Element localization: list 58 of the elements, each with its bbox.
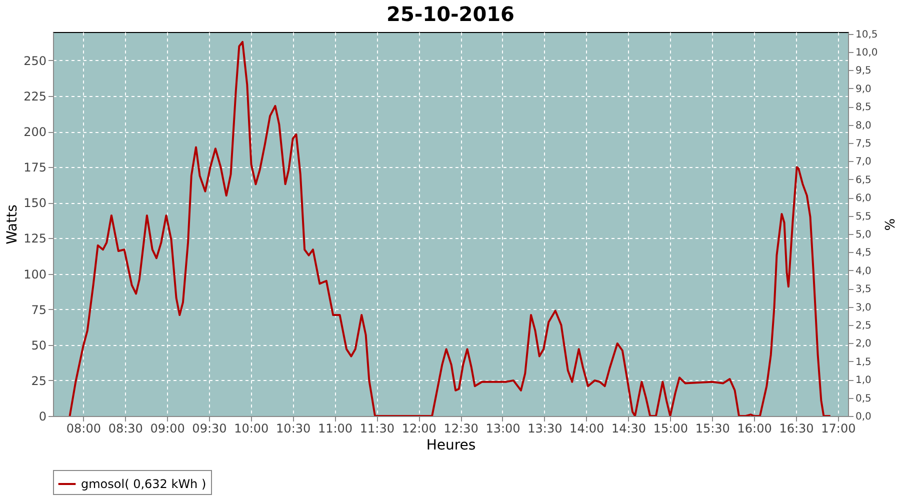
x-tick-label: 10:30	[276, 422, 311, 436]
x-tick-label: 09:30	[192, 422, 227, 436]
x-tick-label: 08:00	[66, 422, 101, 436]
x-tick-label: 13:30	[528, 422, 562, 436]
y2-tick-label: 2,5	[856, 320, 872, 332]
y-tick-label: 225	[24, 90, 46, 104]
y2-tick-label: 6,0	[856, 193, 872, 204]
x-tick-label: 15:30	[695, 422, 730, 436]
y2-tick-label: 5,0	[856, 230, 872, 241]
x-tick-label: 15:00	[653, 422, 688, 436]
y2-tick-label: 0,5	[856, 393, 872, 404]
x-tick-label: 12:00	[402, 422, 436, 436]
y-tick-label: 250	[24, 54, 46, 68]
y2-tick-label: 4,0	[856, 266, 872, 277]
y2-tick-label: 1,5	[856, 356, 872, 368]
y2-tick-label: 3,5	[856, 284, 872, 296]
y2-tick-label: 2,0	[856, 338, 872, 350]
x-tick-label: 14:30	[611, 422, 646, 436]
y2-tick-label: 0,0	[856, 412, 872, 422]
y2-tick-label: 9,5	[856, 66, 872, 77]
x-tick-label: 08:30	[108, 422, 143, 436]
x-tick-label: 11:30	[360, 422, 394, 436]
y2-tick-label: 8,0	[856, 120, 872, 132]
y2-tick-label: 6,5	[856, 174, 872, 186]
y2-tick-label: 10,0	[856, 48, 878, 59]
y-tick-label: 0	[38, 410, 46, 424]
y2-tick-label: 5,5	[856, 211, 872, 222]
y2-tick-label: 8,5	[856, 102, 872, 114]
x-tick-label: 16:30	[779, 422, 814, 436]
x-tick-label: 13:00	[486, 422, 520, 436]
y2-tick-label: 7,0	[856, 156, 872, 168]
legend-label: gmosol( 0,632 kWh )	[81, 477, 206, 491]
x-tick-label: 12:30	[444, 422, 478, 436]
y-tick-label: 75	[31, 302, 46, 317]
y2-tick-label: 1,0	[856, 375, 872, 386]
y2-tick-label: 9,0	[856, 84, 872, 95]
y-tick-label: 150	[24, 196, 46, 210]
y-tick-label: 25	[31, 374, 46, 388]
y-tick-label: 125	[24, 232, 46, 246]
line-series	[68, 40, 832, 416]
y2-tick-label: 3,0	[856, 302, 872, 314]
y2-axis-title: %	[880, 218, 896, 231]
y-tick-label: 100	[24, 267, 46, 282]
chart-title: 25-10-2016	[386, 2, 514, 26]
x-tick-label: 10:00	[234, 422, 269, 436]
x-tick-label: 17:00	[821, 422, 856, 436]
y2-tick-label: 10,5	[856, 29, 878, 40]
y-axis-title: Watts	[4, 204, 21, 244]
x-axis-title: Heures	[426, 438, 476, 454]
y2-tick-label: 7,5	[856, 138, 872, 150]
y2-tick-label: 4,5	[856, 248, 872, 259]
x-tick-label: 11:00	[318, 422, 353, 436]
y-tick-label: 175	[24, 160, 46, 175]
x-tick-label: 16:00	[737, 422, 772, 436]
x-tick-label: 14:00	[570, 422, 604, 436]
x-tick-label: 09:00	[150, 422, 185, 436]
y-tick-label: 50	[31, 338, 46, 352]
y-tick-label: 200	[24, 125, 46, 140]
